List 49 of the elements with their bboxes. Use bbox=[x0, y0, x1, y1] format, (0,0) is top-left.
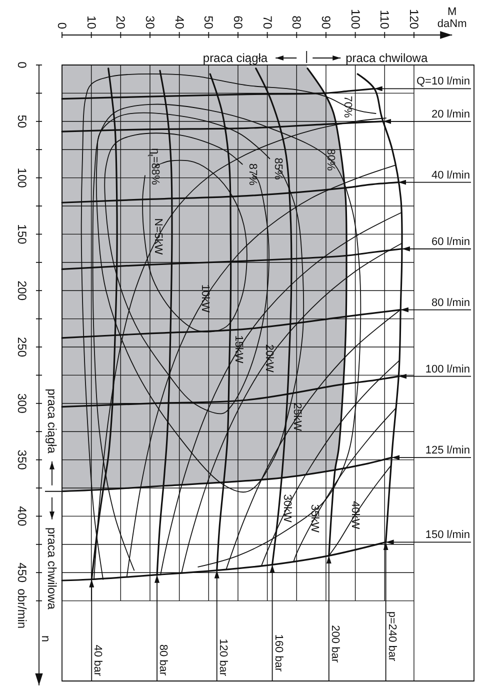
y-tick-label: 300 bbox=[15, 393, 29, 414]
annotation: 30kW bbox=[280, 494, 293, 523]
x-tick-label: 30 bbox=[142, 16, 157, 30]
y-tick-label: 350 bbox=[15, 450, 29, 470]
x-tick-label: 70 bbox=[260, 16, 274, 30]
text: 60 l/min bbox=[431, 236, 470, 248]
text: 120 bar bbox=[216, 638, 229, 676]
text: 40 l/min bbox=[431, 169, 470, 182]
y-tick-label: 200 bbox=[15, 280, 29, 301]
x-tick-label: 40 bbox=[172, 16, 186, 30]
annotation: 70% bbox=[341, 96, 354, 118]
text: praca ciągła bbox=[202, 51, 268, 65]
x-tick-label: 100 bbox=[348, 8, 362, 30]
text: 20 l/min bbox=[431, 108, 470, 120]
y-tick-label: 250 bbox=[15, 336, 29, 358]
x-tick-label: 90 bbox=[318, 16, 333, 30]
y-tick-label: 100 bbox=[15, 168, 29, 188]
text: 100 l/min bbox=[425, 363, 470, 376]
x-tick-label: 60 bbox=[230, 16, 245, 30]
x-tick-label: 0 bbox=[55, 22, 69, 30]
text: praca chwilowa bbox=[45, 527, 59, 610]
text: praca ciągła bbox=[45, 388, 59, 454]
text: Q=10 l/min bbox=[416, 76, 470, 88]
annotation: 85% bbox=[272, 158, 284, 180]
text: 150 l/min bbox=[425, 529, 470, 542]
text: 80 bar bbox=[157, 644, 170, 676]
annotation: 87% bbox=[246, 163, 258, 186]
text: 160 bar bbox=[272, 634, 284, 672]
annotation: 15kW bbox=[232, 335, 245, 364]
x-tick-label: 110 bbox=[378, 10, 392, 30]
x-tick-label: 80 bbox=[290, 16, 304, 30]
text: praca chwilowa bbox=[346, 51, 428, 65]
annotation: 35kW bbox=[308, 504, 321, 534]
x-axis-title: M daNm bbox=[437, 6, 467, 30]
y-tick-label: 450 bbox=[15, 562, 29, 583]
text: p=240 bar bbox=[386, 611, 398, 662]
text: 80 l/min bbox=[431, 296, 470, 309]
y-tick-label: 400 bbox=[15, 506, 29, 527]
y-tick-label: 150 bbox=[15, 224, 29, 245]
y-tick-label: 50 bbox=[15, 114, 29, 128]
annotation: N=5kW bbox=[152, 218, 164, 256]
x-tick-label: 50 bbox=[202, 16, 216, 30]
text: 200 bar bbox=[328, 625, 341, 663]
x-tick-label: 20 bbox=[114, 16, 128, 30]
text: 40 bar bbox=[92, 644, 104, 676]
x-tick-label: 120 bbox=[406, 8, 421, 30]
y-tick-label: 0 bbox=[15, 62, 29, 69]
x-tick-label: 10 bbox=[84, 16, 98, 30]
text: 125 l/min bbox=[425, 444, 470, 457]
